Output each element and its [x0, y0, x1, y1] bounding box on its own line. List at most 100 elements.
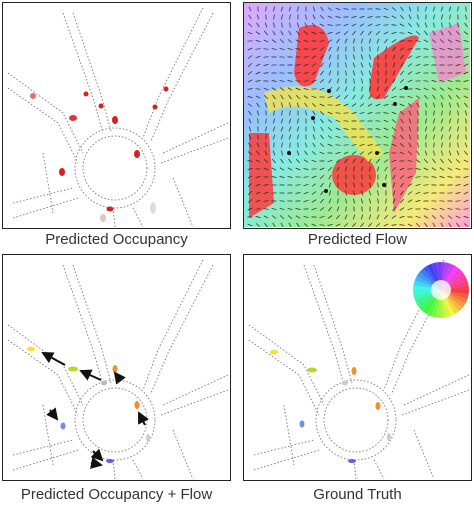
flow-vector	[280, 94, 284, 100]
flow-vector	[335, 31, 341, 35]
occupancy-blob	[163, 86, 169, 92]
flow-vector	[431, 47, 437, 51]
flow-vector	[304, 142, 308, 148]
flow-vector	[361, 174, 363, 180]
flow-vector	[439, 167, 445, 171]
agent-orange	[112, 365, 118, 373]
flow-vector	[361, 86, 363, 92]
flow-vector	[328, 54, 332, 60]
flow-vector	[439, 215, 445, 219]
flow-vector	[463, 80, 469, 82]
flow-vector	[336, 214, 340, 220]
flow-vector	[327, 143, 333, 147]
flow-vector	[456, 22, 460, 28]
flow-vector	[343, 136, 349, 138]
flow-vector	[281, 150, 283, 156]
flow-vector	[368, 94, 372, 100]
flow-vector	[288, 30, 292, 36]
flow-vector	[391, 167, 397, 171]
flow-vector	[423, 80, 429, 82]
flow-vector	[287, 176, 293, 178]
flow-vector	[416, 102, 420, 108]
flow-vector	[287, 47, 293, 51]
predicted-flow-caption: Predicted Flow	[307, 231, 408, 248]
flow-vector	[311, 183, 317, 187]
flow-vector	[303, 71, 309, 75]
flow-vector	[399, 103, 405, 107]
flow-vector	[352, 38, 356, 44]
flow-vector	[352, 54, 356, 60]
flow-vector	[463, 159, 469, 163]
predicted-occupancy-map	[7, 7, 229, 227]
flow-vector	[455, 192, 461, 194]
flow-vector	[360, 222, 364, 227]
flow-vector	[464, 14, 468, 20]
flow-vector	[328, 190, 332, 196]
flow-vector	[457, 126, 459, 132]
flow-vector	[383, 112, 389, 114]
flow-vector	[319, 23, 325, 27]
flow-vector	[415, 183, 421, 187]
flow-vector	[319, 14, 325, 20]
flow-vector	[263, 64, 269, 66]
flow-vector	[295, 72, 301, 74]
flow-vector	[288, 158, 292, 164]
flow-vector	[327, 215, 333, 219]
flow-vector	[464, 22, 468, 28]
flow-vector	[423, 48, 429, 50]
flow-vector	[247, 199, 253, 203]
flow-vector	[303, 168, 309, 170]
flow-vector	[351, 103, 357, 107]
flow-vector	[368, 62, 372, 68]
flow-arrow	[46, 407, 59, 421]
flow-vector	[360, 158, 364, 164]
flow-vector	[345, 198, 347, 204]
flow-vector	[281, 22, 283, 28]
flow-vector	[407, 199, 413, 203]
flow-vector	[335, 159, 341, 163]
flow-vector	[296, 222, 300, 227]
flow-vector	[383, 7, 389, 11]
flow-vector	[359, 143, 365, 147]
flow-vector	[247, 96, 253, 98]
flow-vector	[407, 183, 413, 187]
flow-vector	[263, 167, 269, 171]
flow-vector	[455, 200, 461, 202]
flow-vector	[439, 79, 445, 83]
flow-vector	[432, 30, 436, 36]
flow-vector	[383, 119, 389, 123]
flow-vector	[351, 23, 357, 27]
flow-vector	[407, 95, 413, 99]
flow-vector	[247, 71, 253, 75]
flow-vector	[345, 70, 347, 76]
flow-vector	[448, 150, 452, 156]
flow-vector	[463, 40, 469, 42]
flow-vector	[383, 127, 389, 131]
flow-vector	[281, 110, 283, 116]
flow-vector	[257, 134, 259, 140]
flow-vector	[255, 199, 261, 203]
flow-vector	[463, 88, 469, 90]
flow-vector	[399, 216, 405, 218]
flow-vector	[432, 126, 436, 132]
flow-arrow	[41, 352, 66, 366]
flow-vector	[256, 110, 260, 116]
ground-truth-agents	[270, 349, 391, 463]
flow-vector	[255, 80, 261, 82]
flow-vector	[279, 79, 285, 83]
flow-vector	[248, 126, 252, 132]
colored-agents	[27, 346, 150, 463]
flow-vector	[255, 216, 261, 218]
flow-vector	[272, 118, 276, 124]
flow-vector	[399, 175, 405, 179]
flow-vector	[336, 46, 340, 52]
agent-gray	[146, 434, 150, 442]
flow-vector	[327, 7, 333, 11]
flow-vector	[391, 95, 397, 99]
flow-vector	[273, 102, 275, 108]
flow-vector	[455, 56, 461, 58]
flow-vector	[361, 78, 363, 84]
flow-vector	[320, 62, 324, 68]
flow-vector	[448, 30, 452, 36]
predicted-occupancy-panel	[2, 2, 231, 229]
